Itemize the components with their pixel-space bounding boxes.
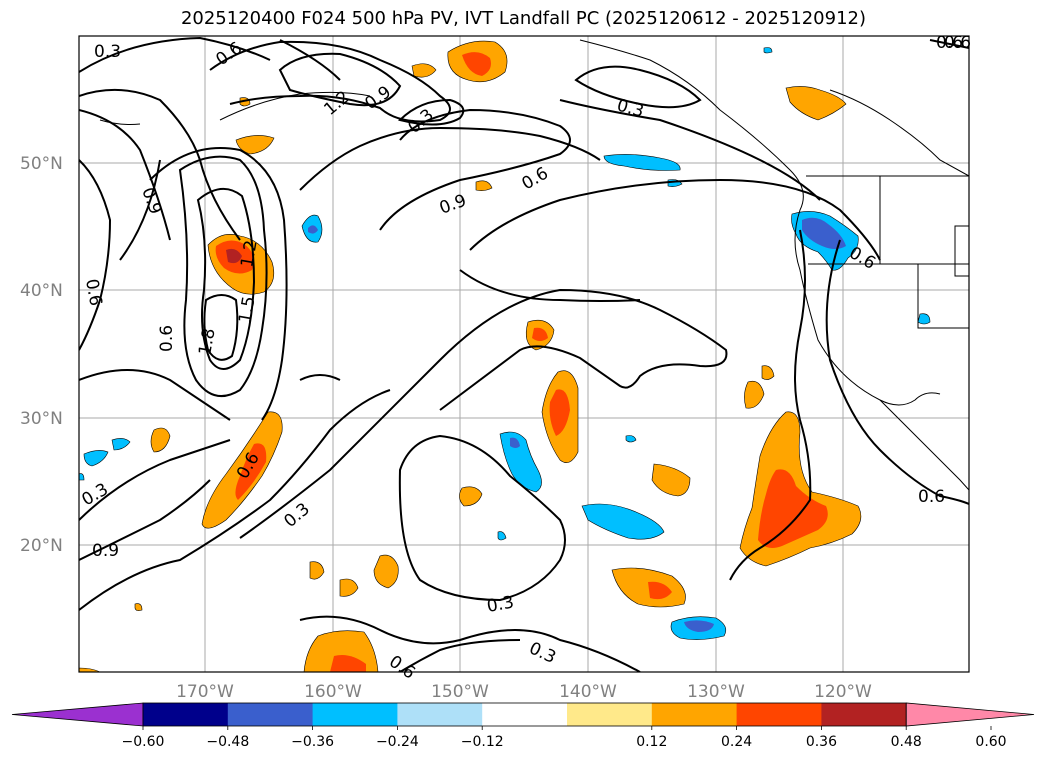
colorbar-tick-label: −0.48 (206, 734, 249, 750)
lon-axis-labels: 170°W 160°W 150°W 140°W 130°W 120°W (176, 682, 872, 702)
colorbar-segment (821, 703, 907, 726)
coastlines (99, 39, 969, 491)
map-title: 2025120400 F024 500 hPa PV, IVT Landfall… (180, 8, 867, 29)
colorbar-tick-label: 0.60 (975, 734, 1006, 750)
colorbar-segment (651, 703, 738, 726)
colorbar-tick-label: −0.36 (291, 734, 334, 750)
colorbar-tick-label: −0.24 (376, 734, 419, 750)
colorbar-border (142, 702, 907, 727)
contour-label: 0.9 (92, 541, 119, 561)
contour-label: 1.8 (195, 327, 219, 357)
lon-label-140w: 140°W (559, 682, 617, 702)
ivt-positive-shading (79, 40, 862, 672)
contour-label: 1.5 (235, 295, 259, 325)
lat-label-30n: 30°N (20, 409, 63, 429)
colorbar-segment (567, 703, 653, 726)
contour-label: 0.6 (936, 33, 963, 53)
lon-label-150w: 150°W (431, 682, 489, 702)
lat-label-40n: 40°N (20, 281, 63, 301)
ivt-negative-shading (79, 47, 931, 640)
colorbar-segment (143, 703, 229, 726)
colorbar-segment (482, 703, 568, 726)
colorbar-extend-max (905, 702, 1035, 727)
colorbar-segment (227, 703, 314, 726)
colorbar-segment (312, 703, 398, 726)
colorbar: −0.60 −0.48 −0.36 −0.24 −0.12 0.12 0.24 0.36 0.4… (11, 702, 1035, 750)
lon-label-170w: 170°W (176, 682, 234, 702)
lon-label-130w: 130°W (687, 682, 745, 702)
colorbar-tick-label: 0.48 (891, 734, 922, 750)
pv-contours (79, 36, 969, 672)
colorbar-tick-label: 0.24 (721, 734, 752, 750)
map-frame (78, 35, 970, 673)
colorbar-extend-min (11, 702, 144, 727)
colorbar-tick-label: 0.12 (636, 734, 667, 750)
contour-label: 0.3 (485, 593, 515, 617)
colorbar-segment (397, 703, 483, 726)
contour-label: 0.6 (918, 487, 945, 507)
lat-label-20n: 20°N (20, 536, 63, 556)
lat-label-50n: 50°N (20, 154, 63, 174)
map-area (79, 36, 969, 672)
colorbar-segment (736, 703, 822, 726)
lat-axis-labels: 50°N 40°N 30°N 20°N (20, 154, 63, 556)
contour-label: 1.2 (237, 239, 261, 269)
contour-label: 0.3 (94, 42, 121, 62)
contour-label: 0.6 (944, 33, 971, 53)
colorbar-tick-label: −0.12 (461, 734, 504, 750)
lon-label-120w: 120°W (814, 682, 872, 702)
contour-label: 0.6 (81, 277, 105, 307)
colorbar-tick-label: −0.60 (122, 734, 165, 750)
contour-label: 0.6 (157, 325, 177, 352)
colorbar-tick-label: 0.36 (806, 734, 837, 750)
lon-label-160w: 160°W (304, 682, 362, 702)
